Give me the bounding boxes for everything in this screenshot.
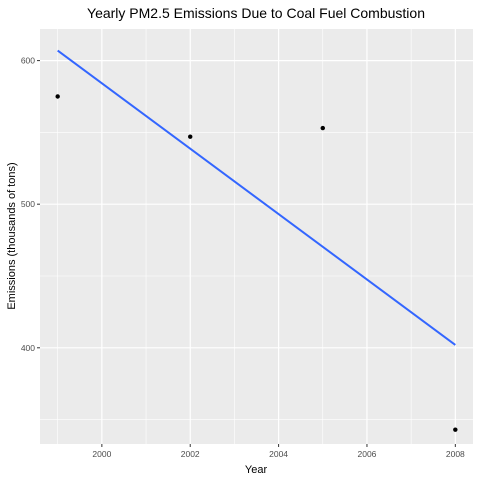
x-tick-label: 2002 (181, 449, 200, 459)
y-axis-ticks: 400 500 600 (21, 56, 40, 353)
chart-title: Yearly PM2.5 Emissions Due to Coal Fuel … (87, 5, 425, 21)
data-points (55, 94, 458, 432)
x-tick-label: 2000 (92, 449, 111, 459)
x-tick-label: 2006 (357, 449, 376, 459)
minor-gridlines (40, 29, 473, 444)
x-tick-label: 2008 (446, 449, 465, 459)
x-axis-title: Year (245, 464, 268, 476)
y-tick-label: 500 (21, 199, 35, 209)
data-point-2002 (188, 134, 193, 139)
major-gridlines (40, 29, 473, 444)
data-point-2008 (453, 427, 458, 432)
trend-line (57, 49, 456, 346)
data-point-1999 (55, 94, 60, 99)
y-tick-label: 400 (21, 343, 35, 353)
y-tick-label: 600 (21, 56, 35, 66)
data-point-2005 (320, 125, 325, 131)
y-axis-title: Emissions (thousands of tons) (6, 162, 18, 309)
plot-panel (40, 29, 473, 444)
x-axis-ticks: 2000 2002 2004 2006 2008 (92, 444, 465, 459)
x-tick-label: 2004 (269, 449, 288, 459)
